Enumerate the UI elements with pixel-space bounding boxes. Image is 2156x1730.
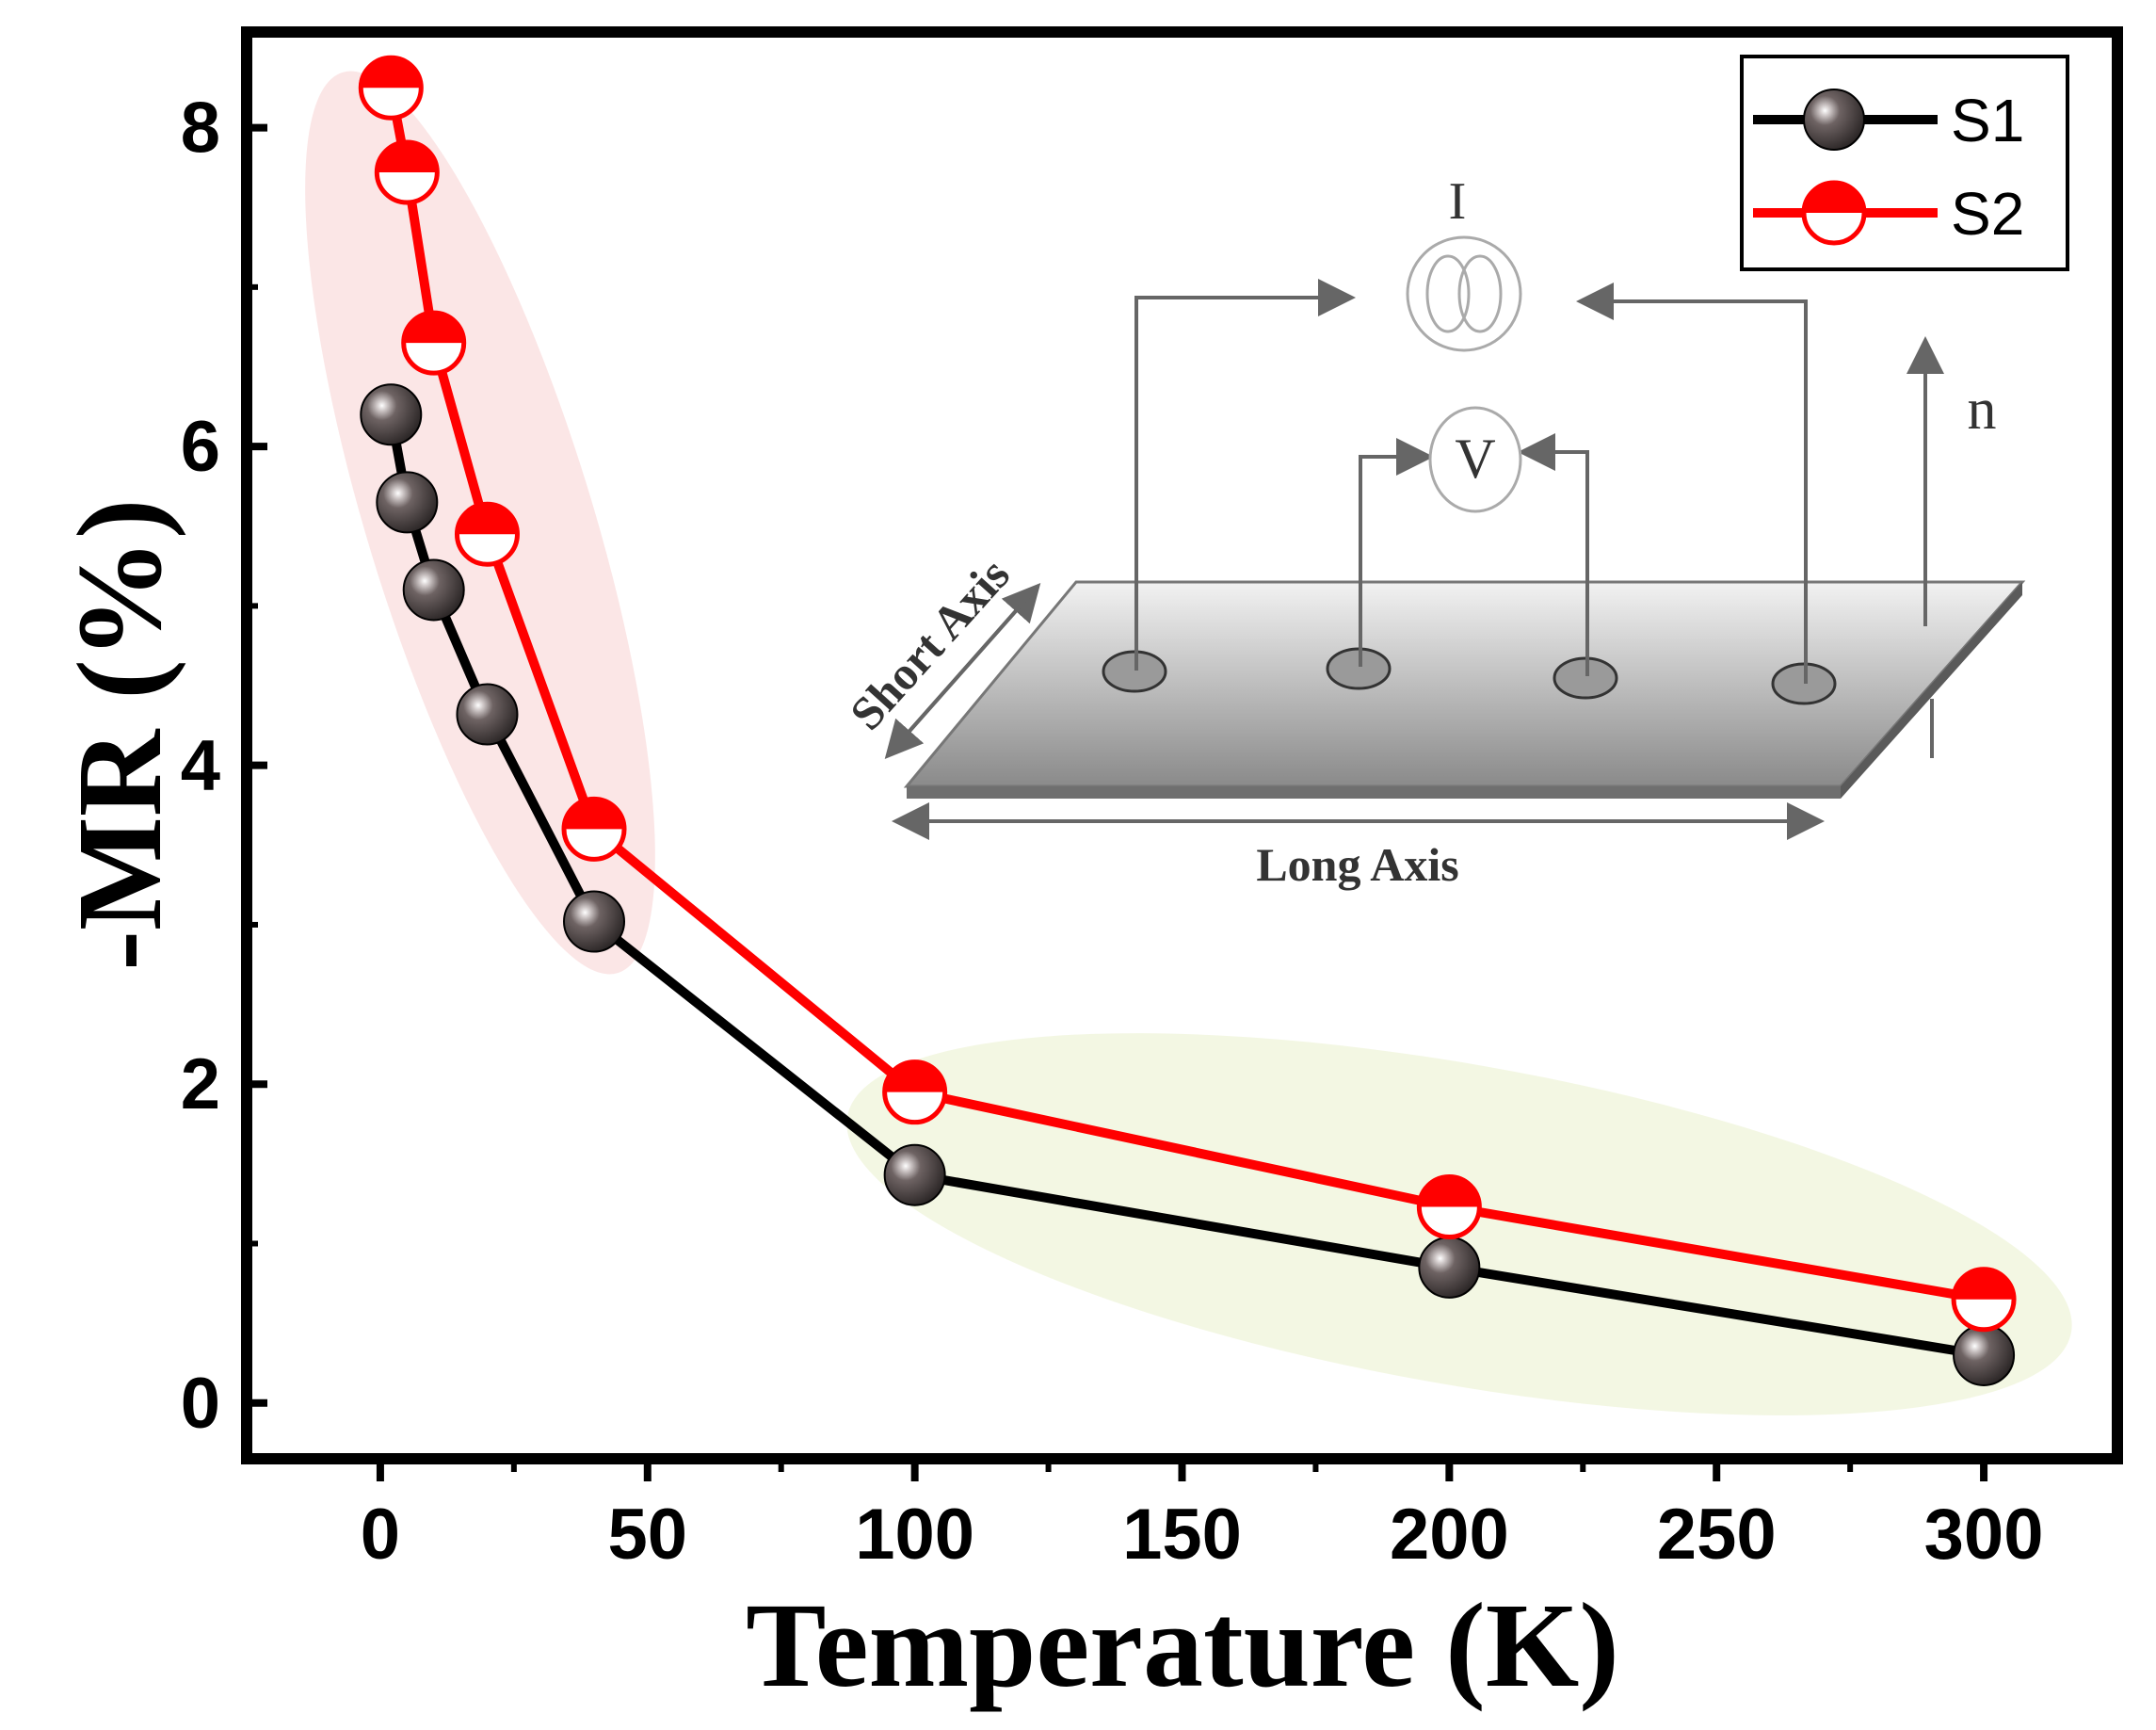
data-point-s1 — [563, 890, 626, 953]
data-point-s1 — [1418, 1236, 1481, 1299]
x-axis: 0 50 100 150 200 250 300 — [361, 1459, 2044, 1575]
data-point-s1 — [1953, 1323, 2016, 1386]
y-axis-title: -MR (%) — [53, 498, 186, 970]
y-tick-label: 4 — [181, 726, 220, 806]
y-axis: 0 2 4 6 8 — [181, 89, 267, 1444]
x-tick-label: 50 — [608, 1495, 688, 1575]
x-tick-label: 150 — [1122, 1495, 1242, 1575]
y-tick-label: 0 — [181, 1364, 220, 1444]
data-point-s2-fill — [457, 504, 518, 535]
legend-s2-marker-fill — [1804, 183, 1864, 213]
voltmeter-icon — [1428, 406, 1522, 513]
x-tick-label: 200 — [1390, 1495, 1509, 1575]
x-tick-label: 0 — [361, 1495, 400, 1575]
legend: S1 S2 — [1740, 55, 2069, 271]
y-tick-label: 8 — [181, 89, 220, 169]
x-tick-label: 300 — [1924, 1495, 2044, 1575]
data-point-s2-fill — [564, 799, 625, 830]
legend-s1-label: S1 — [1951, 87, 2024, 154]
legend-s1-marker — [1803, 89, 1865, 151]
data-point-s1 — [402, 558, 465, 622]
data-point-s2-fill — [403, 313, 464, 344]
normal-label: n — [1968, 378, 1997, 442]
series-markers — [358, 55, 2017, 1386]
x-tick-label: 100 — [855, 1495, 974, 1575]
data-point-s2-fill — [1954, 1269, 2015, 1300]
sample-plate-edge — [907, 786, 1841, 799]
contact-pads — [1102, 647, 1837, 705]
long-axis-label: Long Axis — [1256, 838, 1458, 891]
data-point-s1 — [883, 1143, 946, 1206]
sample-plate — [903, 580, 2026, 788]
current-source-icon — [1406, 235, 1522, 352]
y-tick-label: 6 — [181, 407, 220, 487]
data-point-s1 — [360, 383, 423, 446]
legend-entry-s1: S1 — [1753, 87, 2024, 154]
data-point-s2-fill — [377, 141, 438, 172]
data-point-s2-fill — [1419, 1176, 1480, 1207]
data-point-s2-fill — [361, 57, 422, 89]
voltage-label: V — [1455, 428, 1495, 490]
x-axis-title: Temperature (K) — [746, 1578, 1619, 1712]
legend-box — [1740, 55, 2069, 271]
data-point-s1 — [376, 471, 439, 534]
legend-entry-s2: S2 — [1753, 180, 2024, 248]
data-point-s2-fill — [884, 1061, 945, 1092]
current-label: I — [1449, 172, 1467, 231]
y-tick-label: 2 — [181, 1044, 220, 1124]
measurement-schematic-inset: I V n Short Axis Long Axis — [840, 172, 2026, 891]
data-point-s1 — [456, 683, 519, 746]
x-tick-label: 250 — [1657, 1495, 1777, 1575]
legend-s2-label: S2 — [1951, 180, 2024, 248]
